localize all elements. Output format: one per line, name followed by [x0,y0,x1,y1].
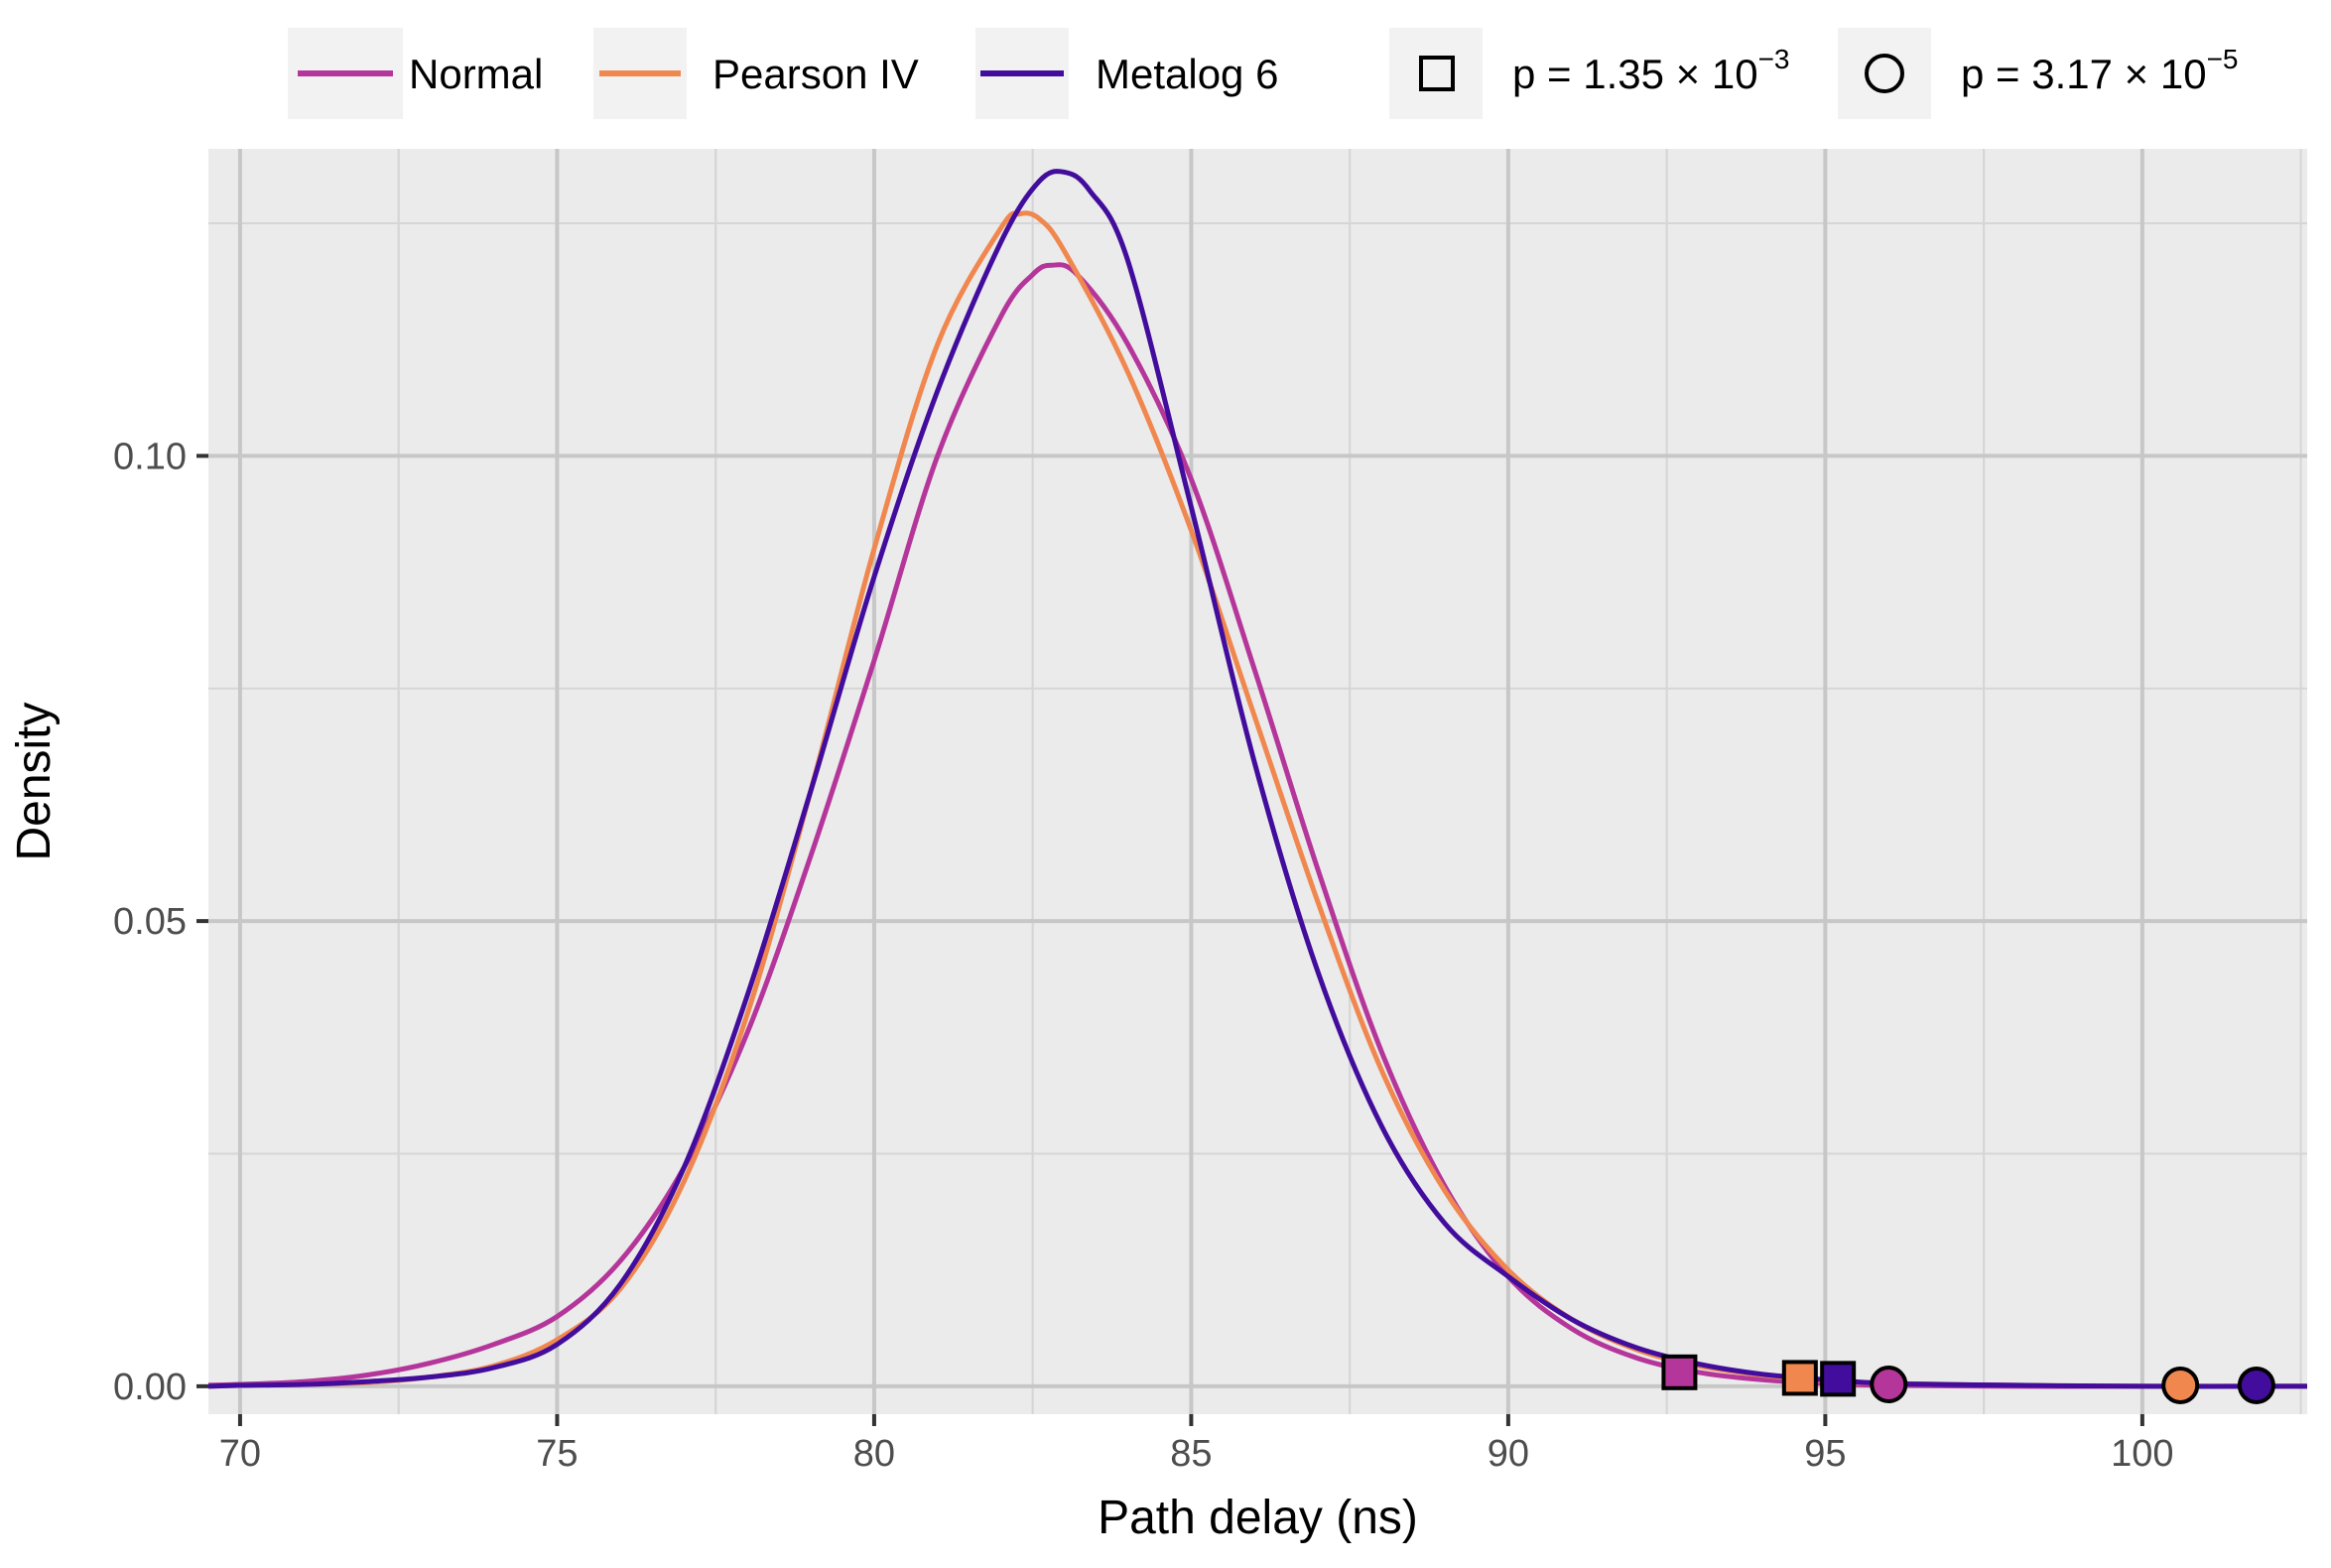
grid-major [208,149,2307,1414]
marker-circle-normal [1870,1366,1908,1403]
x-tick-label: 85 [1170,1433,1212,1475]
y-axis-title: Density [8,702,61,860]
series-line-metalog-6 [207,169,2308,1389]
legend-square-icon [1419,56,1455,91]
x-axis-title: Path delay (ns) [1098,1492,1418,1544]
x-tick-label: 95 [1804,1433,1846,1475]
marker-square-pearson-iv [1781,1360,1818,1396]
axes: 70 75 80 85 90 95 100 0.00 0.05 0.10 [113,436,2174,1475]
legend-item-normal: Normal [288,28,543,119]
marker-circle-pearson-iv [2161,1366,2200,1404]
series-lines [207,169,2308,1389]
legend-label-circle-exponent: −5 [2207,44,2239,74]
legend-label-pearson-iv: Pearson IV [712,51,919,97]
legend-label-normal: Normal [409,51,543,97]
legend-key-square [1389,28,1483,119]
legend-label-square-base: p = 1.35 × 10 [1512,51,1758,97]
x-tick-label: 80 [853,1433,895,1475]
legend-item-pearson-iv: Pearson IV [593,28,919,119]
legend-label-circle-base: p = 3.17 × 10 [1961,51,2207,97]
marker-square-metalog-6 [1820,1361,1857,1397]
x-tick-label: 75 [536,1433,578,1475]
marker-square-normal [1661,1354,1698,1390]
y-tick-label: 0.05 [113,901,187,943]
legend-key-circle [1838,28,1931,119]
legend-item-square: p = 1.35 × 10−3 [1389,28,1790,119]
legend-circle-icon [1865,54,1904,93]
legend: Normal Pearson IV Metalog 6 p = 1.35 × 1… [288,28,2239,119]
x-tick-label: 90 [1488,1433,1529,1475]
marker-circle-metalog-6 [2237,1366,2275,1404]
quantile-markers [1661,1354,2275,1404]
x-tick-label: 100 [2111,1433,2173,1475]
legend-item-circle: p = 3.17 × 10−5 [1838,28,2239,119]
legend-label-square: p = 1.35 × 10−3 [1512,44,1790,97]
legend-label-square-exponent: −3 [1758,44,1790,74]
x-tick-label: 70 [219,1433,261,1475]
y-tick-label: 0.10 [113,436,187,477]
legend-item-metalog-6: Metalog 6 [975,28,1278,119]
grid-minor [208,149,2307,1414]
legend-label-metalog-6: Metalog 6 [1096,51,1278,97]
y-tick-label: 0.00 [113,1367,187,1408]
legend-label-circle: p = 3.17 × 10−5 [1961,44,2239,97]
series-line-normal [207,262,2307,1389]
